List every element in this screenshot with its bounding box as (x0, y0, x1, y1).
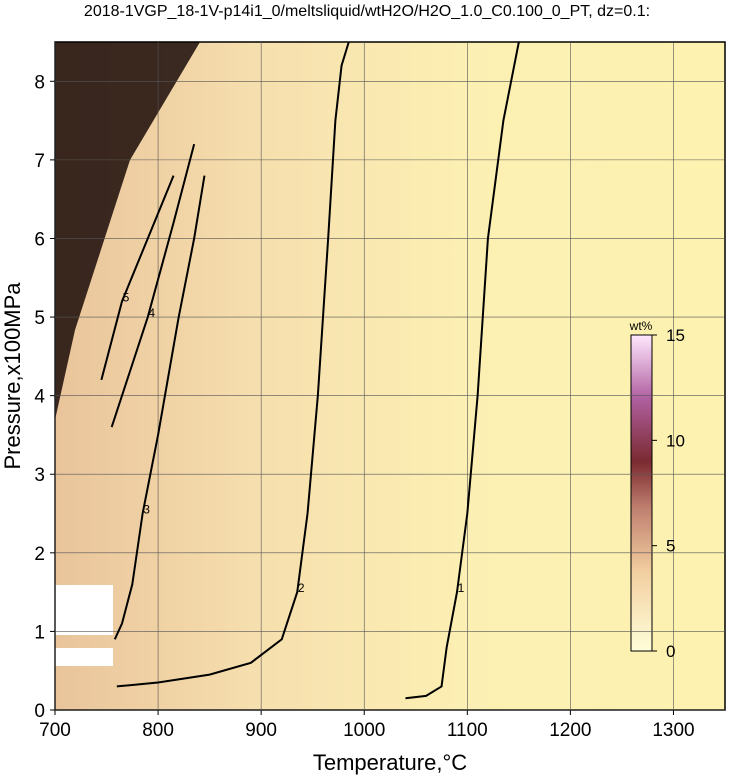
dark-region (55, 42, 200, 420)
contour-label: 2 (298, 581, 305, 595)
y-tick-label: 0 (34, 701, 45, 722)
blank-region (55, 585, 113, 635)
contour-line (113, 175, 206, 640)
x-tick-label: 1200 (549, 720, 591, 741)
contour-line (100, 175, 175, 381)
y-tick-label: 8 (34, 72, 45, 93)
contour-line (116, 41, 350, 688)
plot-background (55, 42, 725, 710)
contour-label: 5 (123, 290, 130, 304)
contour-line (110, 143, 196, 428)
y-tick-label: 6 (34, 229, 45, 250)
contour-label: 3 (143, 503, 150, 517)
x-tick-label: 1000 (343, 720, 385, 741)
x-tick-label: 700 (39, 720, 71, 741)
x-tick-label: 800 (142, 720, 174, 741)
blank-region (55, 648, 113, 666)
chart-title: 2018-1VGP_18-1V-p14i1_0/meltsliquid/wtH2… (84, 3, 650, 20)
x-axis-label: Temperature,°C (313, 750, 467, 775)
y-tick-label: 2 (34, 544, 45, 565)
colorbar (630, 334, 653, 652)
colorbar-tick-label: 15 (666, 326, 685, 345)
y-tick-label: 7 (34, 151, 45, 172)
y-tick-label: 4 (34, 387, 45, 408)
y-tick-label: 1 (34, 622, 45, 643)
colorbar-tick-label: 5 (666, 537, 675, 556)
colorbar-tick-label: 10 (666, 431, 685, 450)
x-tick-label: 1300 (652, 720, 694, 741)
colorbar-tick-label: 0 (666, 642, 675, 661)
y-tick-label: 3 (34, 465, 45, 486)
x-tick-label: 900 (245, 720, 277, 741)
contour-line (405, 41, 520, 700)
contour-label: 4 (148, 306, 155, 320)
y-tick-label: 5 (34, 308, 45, 329)
contour-label: 1 (458, 581, 465, 595)
y-axis-label: Pressure,x100MPa (0, 282, 25, 470)
x-tick-label: 1100 (447, 720, 488, 741)
colorbar-label: wt% (629, 319, 653, 333)
